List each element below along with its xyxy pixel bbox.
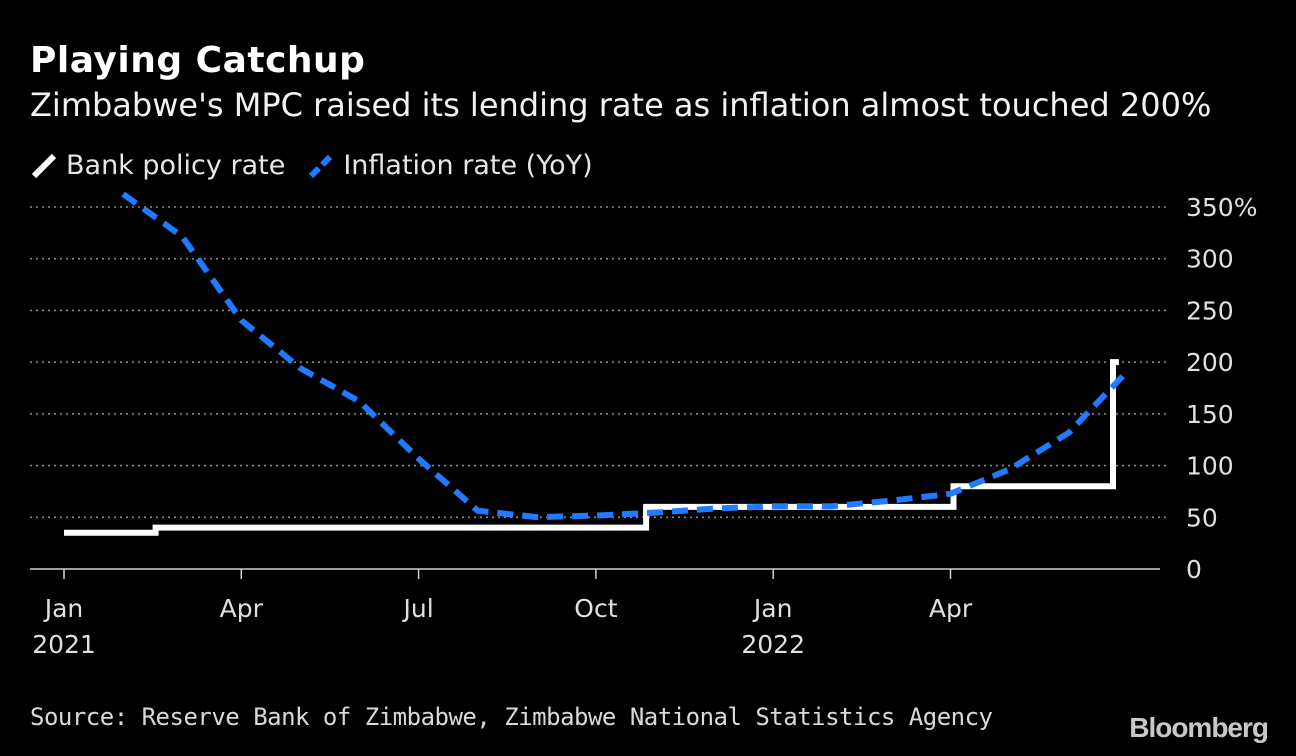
- y-tick-label: 300: [1186, 245, 1234, 274]
- bloomberg-logo: Bloomberg: [1129, 712, 1269, 743]
- series-line-inflation-rate: [121, 191, 1130, 521]
- x-tick-label: Jan: [43, 594, 84, 623]
- legend: Bank policy rate Inflation rate (YoY): [30, 150, 615, 181]
- x-tick-label: Jan: [752, 594, 793, 623]
- chart-title: Playing Catchup: [30, 40, 366, 81]
- x-tick-label: Jul: [402, 594, 434, 623]
- x-tick-label: Apr: [220, 594, 264, 623]
- legend-swatch-policy-rate: [31, 153, 57, 178]
- y-tick-label: 100: [1186, 452, 1234, 481]
- x-tick-year-label: 2021: [32, 630, 96, 659]
- y-tick-label: 250: [1186, 296, 1234, 325]
- x-tick-label: Apr: [929, 594, 973, 623]
- legend-swatch-inflation-rate: [309, 153, 334, 178]
- chart-plot: 0 50 100 150 200 250 300 350% Jan 2021 Apr Jul Oct Ja…: [30, 191, 1257, 659]
- y-tick-label: 350%: [1186, 193, 1257, 222]
- legend-item-policy-rate: Bank policy rate: [30, 150, 285, 181]
- x-tick-year-label: 2022: [741, 630, 805, 659]
- legend-item-inflation-rate: Inflation rate (YoY): [307, 150, 593, 181]
- x-tick-label: Oct: [574, 594, 617, 623]
- y-tick-label: 200: [1186, 348, 1234, 377]
- legend-label-policy-rate: Bank policy rate: [66, 150, 286, 181]
- source-note: Source: Reserve Bank of Zimbabwe, Zimbab…: [30, 703, 993, 731]
- legend-label-inflation-rate: Inflation rate (YoY): [343, 150, 593, 181]
- chart-subtitle: Zimbabwe's MPC raised its lending rate a…: [30, 86, 1212, 124]
- series-line-policy-rate: [64, 359, 1119, 536]
- y-tick-label: 150: [1186, 400, 1234, 429]
- y-tick-label: 0: [1186, 555, 1202, 584]
- y-tick-label: 50: [1186, 503, 1218, 532]
